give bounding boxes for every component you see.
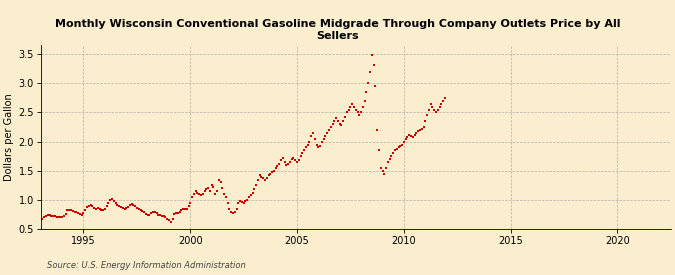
Text: Monthly Wisconsin Conventional Gasoline Midgrade Through Company Outlets Price b: Monthly Wisconsin Conventional Gasoline … xyxy=(55,19,620,41)
Y-axis label: Dollars per Gallon: Dollars per Gallon xyxy=(4,94,14,181)
Text: Source: U.S. Energy Information Administration: Source: U.S. Energy Information Administ… xyxy=(47,260,246,270)
